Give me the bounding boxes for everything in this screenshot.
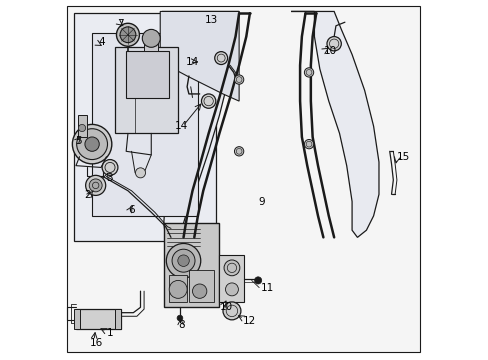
- Bar: [74, 13, 215, 241]
- Bar: [144, 39, 158, 51]
- Circle shape: [135, 168, 145, 178]
- Bar: [115, 309, 121, 329]
- Polygon shape: [290, 12, 378, 237]
- Circle shape: [169, 280, 187, 298]
- Circle shape: [254, 277, 261, 284]
- Text: 11: 11: [260, 283, 273, 293]
- Text: 6: 6: [128, 206, 134, 216]
- Polygon shape: [160, 12, 239, 101]
- Text: 3: 3: [106, 173, 113, 183]
- Circle shape: [166, 243, 201, 278]
- Bar: [74, 309, 80, 329]
- Polygon shape: [162, 12, 239, 252]
- Circle shape: [234, 147, 244, 156]
- Text: 13: 13: [204, 15, 218, 25]
- Circle shape: [304, 68, 313, 77]
- Text: 4: 4: [98, 37, 104, 47]
- Circle shape: [102, 159, 118, 175]
- Bar: [92, 33, 198, 216]
- Text: 8: 8: [178, 320, 184, 329]
- Circle shape: [89, 179, 102, 192]
- Circle shape: [120, 27, 136, 42]
- Circle shape: [234, 75, 244, 84]
- Text: 16: 16: [90, 338, 103, 348]
- Text: 5: 5: [75, 136, 81, 145]
- Bar: [76, 309, 121, 329]
- Circle shape: [72, 125, 112, 164]
- Bar: [126, 51, 169, 98]
- Circle shape: [172, 249, 195, 272]
- Text: 9: 9: [258, 197, 265, 207]
- Circle shape: [85, 137, 99, 151]
- Bar: [188, 270, 214, 302]
- Circle shape: [77, 129, 107, 159]
- Circle shape: [142, 30, 160, 47]
- Circle shape: [178, 255, 189, 266]
- Circle shape: [225, 283, 238, 296]
- Text: 2: 2: [84, 190, 91, 200]
- Circle shape: [85, 175, 105, 195]
- Circle shape: [116, 23, 139, 46]
- Bar: [163, 223, 219, 307]
- Circle shape: [223, 302, 241, 320]
- Bar: [115, 47, 178, 134]
- Circle shape: [214, 51, 227, 64]
- Text: 14: 14: [185, 57, 198, 67]
- Bar: [219, 255, 244, 302]
- Bar: [169, 275, 187, 302]
- Text: 14: 14: [174, 121, 187, 131]
- Circle shape: [304, 139, 313, 149]
- Text: 10: 10: [220, 302, 233, 312]
- Circle shape: [326, 37, 341, 51]
- Circle shape: [177, 315, 183, 321]
- Circle shape: [78, 125, 85, 132]
- Text: 10: 10: [323, 46, 336, 56]
- Text: 15: 15: [396, 152, 409, 162]
- Text: 12: 12: [242, 316, 255, 326]
- Circle shape: [224, 260, 239, 276]
- Circle shape: [192, 284, 206, 298]
- Text: 7: 7: [117, 19, 123, 29]
- Bar: [78, 116, 86, 137]
- Circle shape: [201, 94, 215, 108]
- Text: 1: 1: [106, 328, 113, 338]
